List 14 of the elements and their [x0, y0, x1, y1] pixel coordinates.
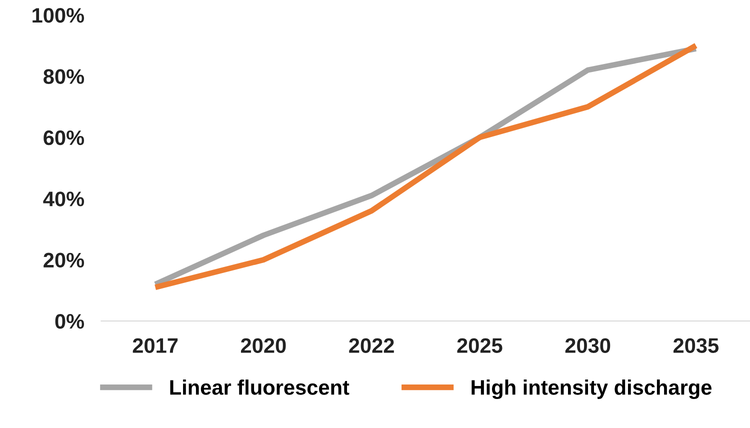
x-tick-label: 2020 [240, 338, 286, 353]
y-tick-label: 0% [55, 314, 84, 329]
x-tick-label: 2022 [349, 338, 394, 353]
legend-label: Linear fluorescent [170, 380, 350, 395]
legend-label: High intensity discharge [472, 380, 712, 400]
y-tick-label: 20% [44, 252, 84, 268]
x-tick-label: 2030 [565, 338, 610, 353]
x-tick-label: 2025 [457, 338, 502, 353]
y-tick-label: 60% [44, 130, 84, 146]
y-tick-label: 40% [43, 192, 84, 206]
x-tick-label: 2035 [673, 338, 719, 353]
x-tick-label: 2017 [132, 338, 178, 353]
y-tick-label: 80% [44, 69, 84, 84]
y-tick-label: 100% [32, 8, 84, 23]
